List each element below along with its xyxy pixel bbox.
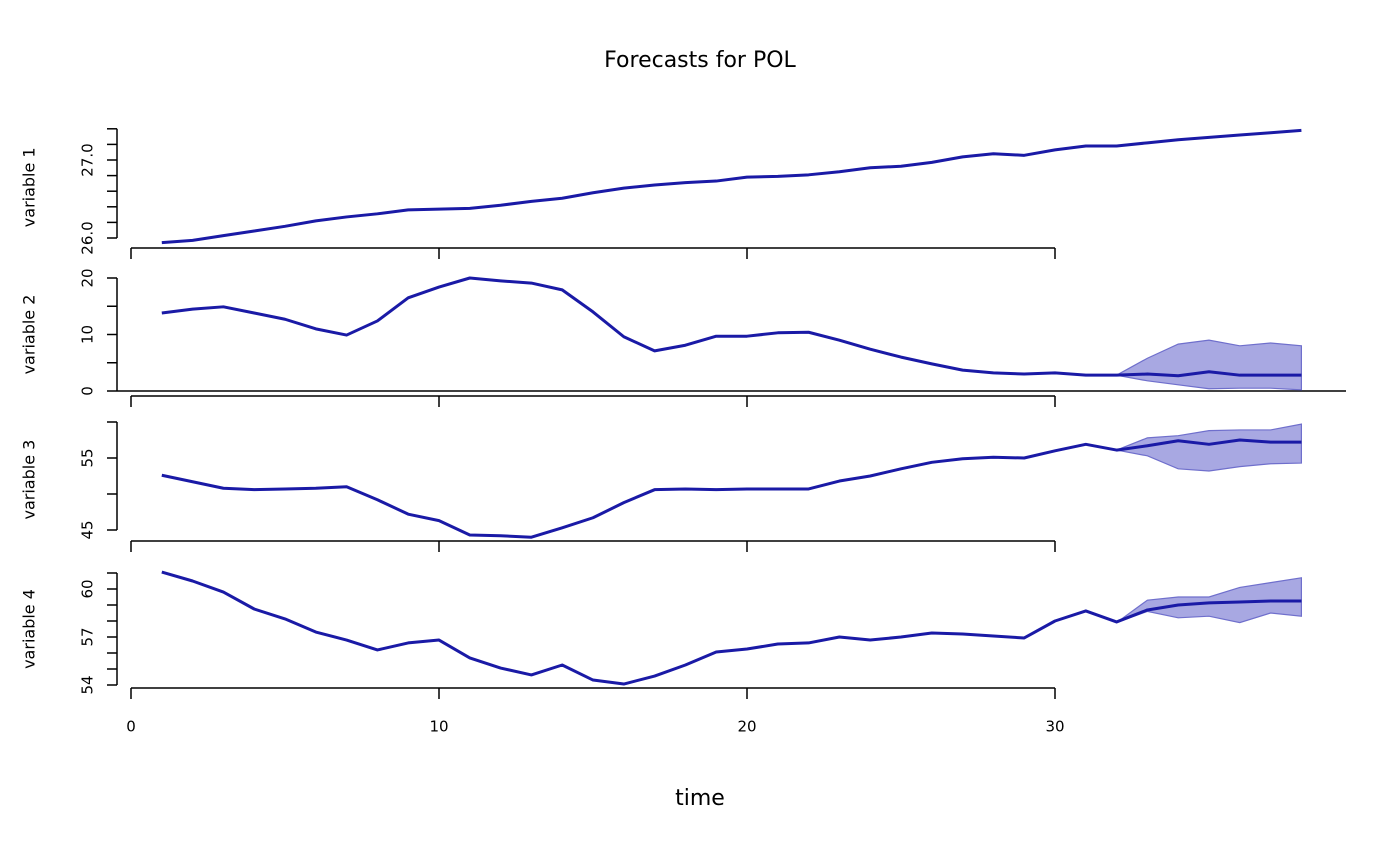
series-line: [161, 128, 1302, 245]
y-tick-label: 45: [79, 520, 97, 539]
y-axis-title: variable 2: [20, 295, 39, 375]
x-axis-title: time: [675, 786, 725, 811]
y-tick-label: 10: [79, 325, 97, 344]
forecast-band: [1116, 577, 1303, 624]
y-tick-label: 27.0: [79, 143, 97, 176]
y-tick-label: 20: [79, 268, 97, 287]
y-tick-label: 60: [79, 579, 97, 598]
x-tick-label: 20: [737, 718, 756, 736]
y-axis-title: variable 4: [20, 589, 39, 669]
y-tick-label: 57: [79, 627, 97, 646]
y-axis-title: variable 1: [20, 147, 39, 227]
y-tick-label: 54: [79, 675, 97, 694]
y-tick-label: 26.0: [79, 221, 97, 254]
series-line: [161, 276, 1302, 378]
x-tick-label: 10: [429, 718, 448, 736]
chart-title: Forecasts for POL: [604, 48, 796, 73]
series-line: [161, 570, 1302, 686]
x-tick-label: 0: [126, 718, 136, 736]
y-tick-label: 55: [79, 448, 97, 467]
x-tick-label: 30: [1045, 718, 1064, 736]
forecast-band: [1114, 339, 1303, 391]
series-line: [161, 438, 1302, 539]
y-tick-label: 0: [79, 386, 97, 396]
y-axis-title: variable 3: [20, 440, 39, 520]
